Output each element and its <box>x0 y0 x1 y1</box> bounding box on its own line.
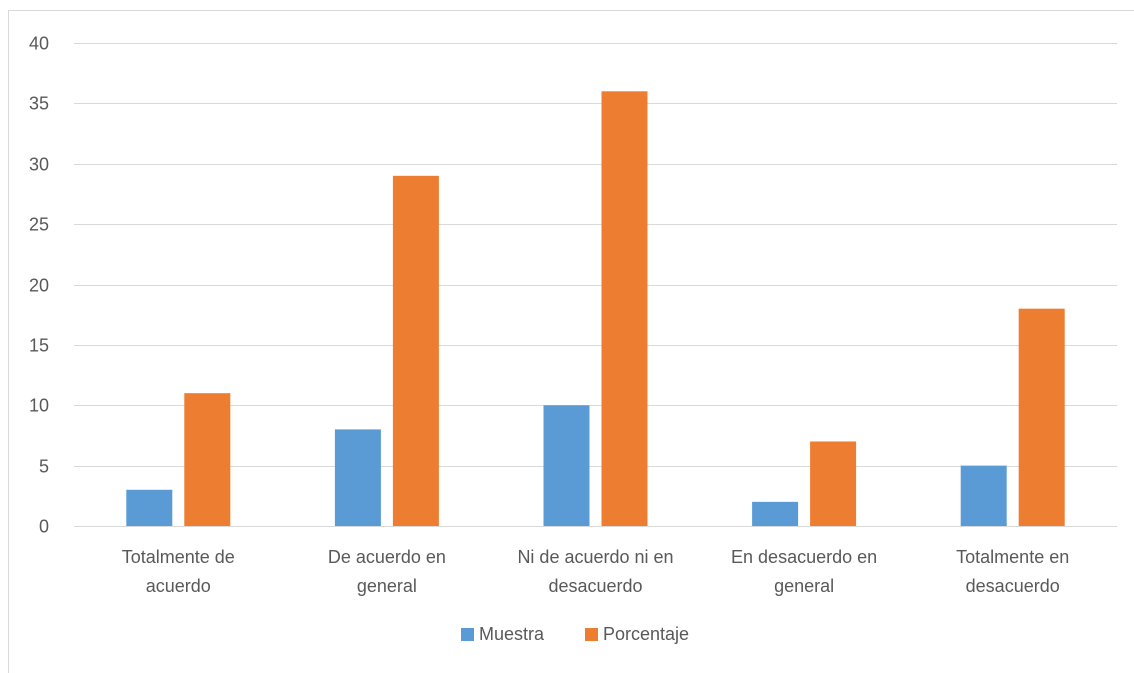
bar-porcentaje <box>810 441 857 526</box>
x-category-label: desacuerdo <box>548 576 642 596</box>
x-axis: Totalmente de acuerdo De acuerdo en general… <box>122 547 1069 596</box>
y-tick-label: 0 <box>39 517 49 537</box>
y-tick-label: 35 <box>29 94 49 114</box>
bar-porcentaje <box>601 91 648 527</box>
gridlines <box>74 43 1117 527</box>
chart-frame <box>8 10 1134 673</box>
bar-muestra <box>126 489 173 526</box>
y-axis: 0 5 10 15 20 25 30 35 40 <box>29 34 49 537</box>
bar-muestra <box>752 501 799 526</box>
legend-label-muestra: Muestra <box>479 624 545 644</box>
y-tick-label: 15 <box>29 336 49 356</box>
x-category-label: Totalmente en <box>956 547 1069 567</box>
bar-muestra <box>543 405 590 526</box>
legend-swatch-muestra <box>461 628 474 641</box>
y-tick-label: 30 <box>29 155 49 175</box>
bar-muestra <box>334 429 381 526</box>
bar-porcentaje <box>184 393 231 526</box>
legend-label-porcentaje: Porcentaje <box>603 624 689 644</box>
x-category-label: acuerdo <box>146 576 211 596</box>
x-category-label: Ni de acuerdo ni en <box>517 547 673 567</box>
x-category-label: general <box>774 576 834 596</box>
x-category-label: Totalmente de <box>122 547 235 567</box>
y-tick-label: 5 <box>39 457 49 477</box>
x-category-label: En desacuerdo en <box>731 547 877 567</box>
bar-porcentaje <box>392 175 439 526</box>
y-tick-label: 10 <box>29 396 49 416</box>
y-tick-label: 25 <box>29 215 49 235</box>
bar-porcentaje <box>1018 308 1065 526</box>
y-tick-label: 20 <box>29 276 49 296</box>
x-category-label: general <box>357 576 417 596</box>
legend: Muestra Porcentaje <box>461 624 689 644</box>
legend-swatch-porcentaje <box>585 628 598 641</box>
bar-muestra <box>960 465 1007 526</box>
y-tick-label: 40 <box>29 34 49 54</box>
x-category-label: desacuerdo <box>966 576 1060 596</box>
x-category-label: De acuerdo en <box>328 547 446 567</box>
bars <box>126 91 1065 527</box>
